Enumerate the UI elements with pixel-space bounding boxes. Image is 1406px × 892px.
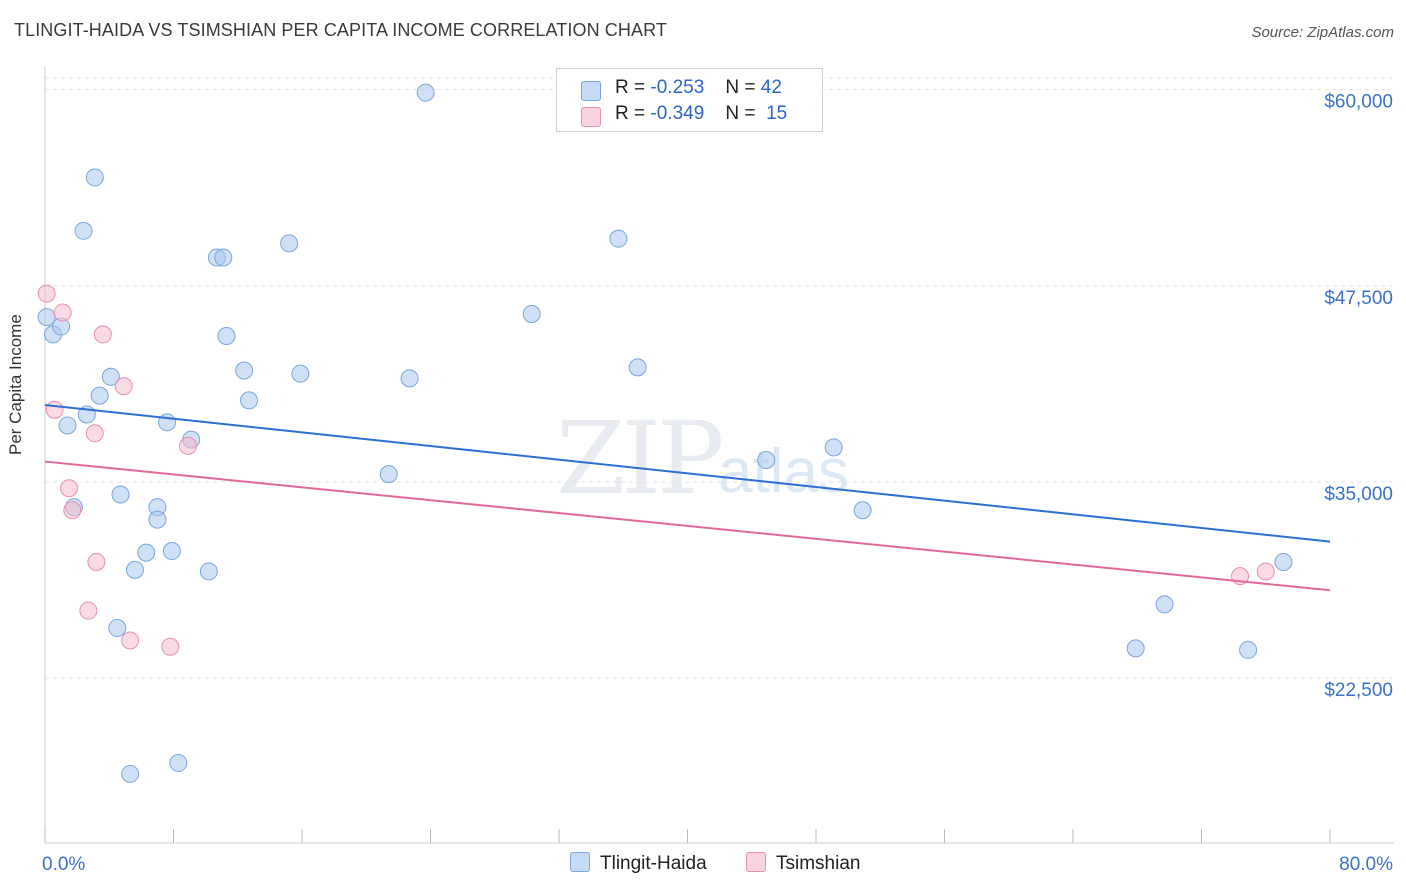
tsimshian-point — [121, 631, 140, 650]
tlingit-haida-point — [37, 308, 56, 327]
tlingit-haida-point — [609, 229, 628, 248]
watermark-logo: ZIP — [556, 400, 724, 517]
tlingit-haida-point — [217, 326, 236, 345]
tlingit-haida-point — [101, 367, 120, 386]
tlingit-haida-point — [125, 560, 144, 579]
tlingit-haida-point — [400, 369, 419, 388]
tlingit-haida-point — [158, 413, 177, 432]
tlingit-haida-point — [1126, 639, 1145, 658]
tlingit-haida-point — [1239, 640, 1258, 659]
tsimshian-point — [53, 303, 72, 322]
tlingit-haida-point — [214, 248, 233, 267]
y-tick-label: $47,500 — [1324, 288, 1393, 309]
legend-swatch-tlingit-haida — [581, 81, 601, 101]
tlingit-haida-point — [58, 416, 77, 435]
x-tick-label: 0.0% — [42, 854, 85, 875]
bottom-legend-tlingit-haida: Tlingit-Haida — [570, 852, 707, 875]
tlingit-haida-point — [291, 364, 310, 383]
tlingit-haida-point — [111, 485, 130, 504]
chart-title: TLINGIT-HAIDA VS TSIMSHIAN PER CAPITA IN… — [14, 20, 667, 40]
tlingit-haida-point — [148, 510, 167, 529]
tlingit-haida-point — [239, 391, 258, 410]
tlingit-haida-point — [824, 438, 843, 457]
legend-n-label: N = — [725, 103, 756, 124]
legend-n-label: N = — [725, 77, 756, 98]
tsimshian-point — [1256, 562, 1275, 581]
legend-r-value: -0.253 — [650, 77, 705, 98]
bottom-legend-tsimshian: Tsimshian — [746, 852, 860, 875]
legend-n-value: 15 — [766, 103, 788, 124]
tlingit-haida-point — [108, 618, 127, 637]
legend-label-tlingit-haida: Tlingit-Haida — [600, 853, 707, 874]
y-tick-label: $35,000 — [1324, 484, 1393, 505]
legend-r-label: R = — [615, 77, 646, 98]
tlingit-haida-point — [85, 168, 104, 187]
legend-swatch-tsimshian — [581, 107, 601, 127]
tlingit-haida-point — [90, 386, 109, 405]
tlingit-haida-point — [853, 501, 872, 520]
legend-n-value: 42 — [760, 77, 782, 98]
legend-label-tsimshian: Tsimshian — [776, 853, 861, 874]
source-note: Source: ZipAtlas.com — [1251, 24, 1394, 41]
y-tick-label: $22,500 — [1324, 680, 1393, 701]
tlingit-haida-point — [235, 361, 254, 380]
tsimshian-point — [87, 553, 106, 572]
tsimshian-point — [161, 637, 180, 656]
tlingit-haida-point — [379, 465, 398, 484]
tlingit-haida-point — [280, 234, 299, 253]
tsimshian-point — [79, 601, 98, 620]
tlingit-haida-point — [416, 83, 435, 102]
tsimshian-trend-line — [44, 460, 1331, 592]
y-tick-label: $60,000 — [1324, 92, 1393, 113]
tsimshian-point — [63, 501, 82, 520]
y-axis-label: Per Capita Income — [6, 314, 25, 455]
legend-swatch-tsimshian — [746, 852, 766, 872]
tsimshian-point — [37, 284, 56, 303]
tlingit-haida-point — [1155, 595, 1174, 614]
tsimshian-point — [114, 377, 133, 396]
legend-r-label: R = — [615, 103, 646, 124]
tlingit-haida-point — [169, 753, 188, 772]
tlingit-haida-point — [1274, 553, 1293, 572]
tlingit-haida-point — [162, 542, 181, 561]
tlingit-haida-point — [121, 764, 140, 783]
tlingit-haida-point — [137, 543, 156, 562]
tsimshian-point — [45, 400, 64, 419]
legend-swatch-tlingit-haida — [570, 852, 590, 872]
tsimshian-point — [93, 325, 112, 344]
tlingit-haida-point — [757, 450, 776, 469]
tsimshian-point — [178, 436, 197, 455]
correlation-legend: R = -0.253 N = 42 R = -0.349 N = 15 — [556, 68, 823, 132]
tlingit-haida-point — [199, 562, 218, 581]
x-tick-label: 80.0% — [1339, 854, 1393, 875]
tsimshian-point — [85, 424, 104, 443]
tsimshian-point — [60, 479, 79, 498]
tlingit-haida-trend-line — [44, 404, 1331, 543]
tlingit-haida-point — [628, 358, 647, 377]
legend-r-value: -0.349 — [650, 103, 705, 124]
tlingit-haida-point — [522, 305, 541, 324]
tlingit-haida-point — [74, 221, 93, 240]
